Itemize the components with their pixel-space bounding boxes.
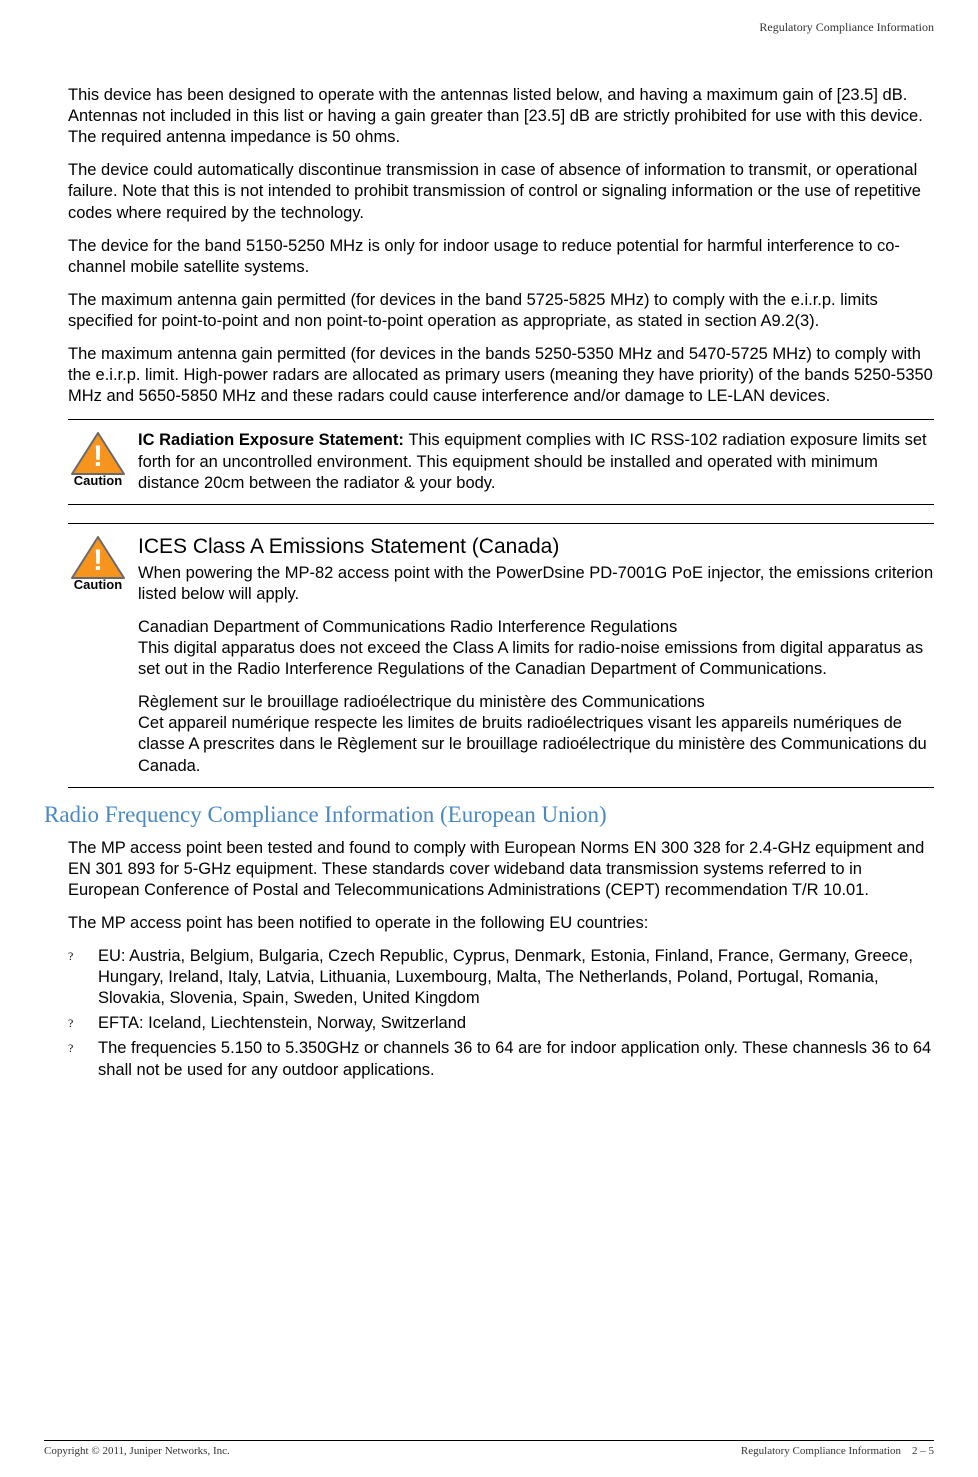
caution-label: Caution <box>74 577 122 592</box>
callout-paragraph: Canadian Department of Communications Ra… <box>138 617 934 680</box>
svg-text:!: ! <box>93 440 103 473</box>
paragraph: The maximum antenna gain permitted (for … <box>68 290 934 332</box>
list-item-text: EU: Austria, Belgium, Bulgaria, Czech Re… <box>98 946 934 1009</box>
paragraph: The MP access point been tested and foun… <box>68 838 934 901</box>
list-item-text: The frequencies 5.150 to 5.350GHz or cha… <box>98 1038 934 1080</box>
bullet-marker: ? <box>68 946 98 1009</box>
divider <box>68 787 934 788</box>
footer-right: Regulatory Compliance Information 2 – 5 <box>741 1445 934 1457</box>
callout-line: This digital apparatus does not exceed t… <box>138 639 923 678</box>
bullet-marker: ? <box>68 1013 98 1034</box>
callout-bold-lead: IC Radiation Exposure Statement: <box>138 431 408 449</box>
callout-line: Canadian Department of Communications Ra… <box>138 618 677 636</box>
divider <box>68 523 934 524</box>
paragraph: The MP access point has been notified to… <box>68 913 934 934</box>
paragraph: This device has been designed to operate… <box>68 85 934 148</box>
callout-text: ICES Class A Emissions Statement (Canada… <box>138 534 934 777</box>
list-item: ?The frequencies 5.150 to 5.350GHz or ch… <box>68 1038 934 1080</box>
body-content: This device has been designed to operate… <box>44 85 934 1081</box>
running-header: Regulatory Compliance Information <box>44 20 934 35</box>
callout-text: IC Radiation Exposure Statement: This eq… <box>138 430 934 493</box>
paragraph: The device could automatically discontin… <box>68 160 934 223</box>
callout-line: Cet appareil numérique respecte les limi… <box>138 714 927 774</box>
footer-copyright: Copyright © 2011, Juniper Networks, Inc. <box>44 1445 230 1457</box>
page: Regulatory Compliance Information This d… <box>0 0 978 1477</box>
callout-paragraph: When powering the MP-82 access point wit… <box>138 563 934 605</box>
callout-line: Règlement sur le brouillage radioélectri… <box>138 693 705 711</box>
paragraph: The device for the band 5150-5250 MHz is… <box>68 236 934 278</box>
bullet-list: ?EU: Austria, Belgium, Bulgaria, Czech R… <box>68 946 934 1081</box>
footer-section: Regulatory Compliance Information <box>741 1445 901 1457</box>
paragraph: The maximum antenna gain permitted (for … <box>68 344 934 407</box>
svg-text:!: ! <box>93 544 103 577</box>
list-item: ?EU: Austria, Belgium, Bulgaria, Czech R… <box>68 946 934 1009</box>
divider <box>68 504 934 505</box>
bullet-marker: ? <box>68 1038 98 1080</box>
list-item-text: EFTA: Iceland, Liechtenstein, Norway, Sw… <box>98 1013 934 1034</box>
caution-label: Caution <box>74 473 122 488</box>
list-item: ?EFTA: Iceland, Liechtenstein, Norway, S… <box>68 1013 934 1034</box>
caution-callout: ! Caution ICES Class A Emissions Stateme… <box>68 528 934 783</box>
ices-title: ICES Class A Emissions Statement (Canada… <box>138 534 934 561</box>
caution-icon: ! Caution <box>68 430 128 488</box>
section-heading: Radio Frequency Compliance Information (… <box>44 802 934 828</box>
divider <box>68 419 934 420</box>
caution-icon: ! Caution <box>68 534 128 592</box>
callout-paragraph: Règlement sur le brouillage radioélectri… <box>138 692 934 776</box>
caution-callout: ! Caution IC Radiation Exposure Statemen… <box>68 424 934 499</box>
spacer <box>68 509 934 519</box>
page-footer: Copyright © 2011, Juniper Networks, Inc.… <box>44 1440 934 1457</box>
footer-page-number: 2 – 5 <box>912 1445 934 1457</box>
